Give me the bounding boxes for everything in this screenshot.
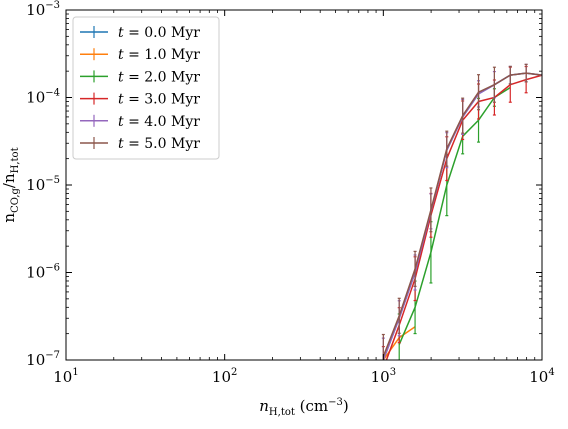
ticks-layer: 101 102 103 104 10−7 10−6 10−5 10−4 10−3: [26, 0, 555, 386]
legend-entry-t-0-0: t = 0.0 Myr: [80, 25, 200, 41]
legend-label: t = 0.0 Myr: [118, 25, 200, 41]
error-bar: [477, 74, 481, 111]
error-bar: [508, 65, 512, 85]
x-tick-label: 101: [53, 367, 78, 386]
error-bar: [397, 297, 401, 334]
legend-label: t = 4.0 Myr: [118, 114, 200, 130]
error-bar: [524, 63, 528, 83]
error-bar: [413, 250, 417, 287]
error-bar: [429, 187, 433, 233]
legend-label: t = 3.0 Myr: [118, 92, 200, 108]
legend-entry-t-4-0: t = 4.0 Myr: [80, 114, 200, 130]
y-axis-label: nCO,g/nH,tot: [0, 147, 21, 222]
error-bar: [492, 66, 496, 103]
y-tick-label: 10−3: [26, 0, 60, 19]
legend-box: [72, 16, 220, 160]
x-tick-label: 103: [371, 367, 396, 386]
y-tick-label: 10−4: [26, 88, 60, 107]
x-tick-label: 102: [212, 367, 237, 386]
legend-entry-t-3-0: t = 3.0 Myr: [80, 92, 200, 108]
y-tick-label: 10−5: [26, 175, 60, 194]
legend-entry-t-5-0: t = 5.0 Myr: [80, 136, 200, 152]
series-t-5-0: [381, 63, 542, 360]
legend-label: t = 5.0 Myr: [118, 136, 200, 152]
legend-entry-t-1-0: t = 1.0 Myr: [80, 47, 200, 63]
y-tick-label: 10−7: [26, 350, 60, 369]
legend-label: t = 2.0 Myr: [118, 69, 200, 85]
series-layer: [381, 63, 542, 360]
legend-entry-t-2-0: t = 2.0 Myr: [80, 69, 200, 85]
error-bar: [461, 97, 465, 134]
x-axis-label: nH,tot (cm−3): [259, 397, 349, 418]
y-tick-label: 10−6: [26, 263, 60, 282]
series-line: [398, 86, 511, 345]
legend-label: t = 1.0 Myr: [118, 47, 200, 63]
x-tick-label: 104: [529, 367, 554, 386]
legend: t = 0.0 Myr t = 1.0 Myr t = 2.0 Myr t = 3.0…: [72, 16, 220, 160]
error-bar: [445, 130, 449, 167]
